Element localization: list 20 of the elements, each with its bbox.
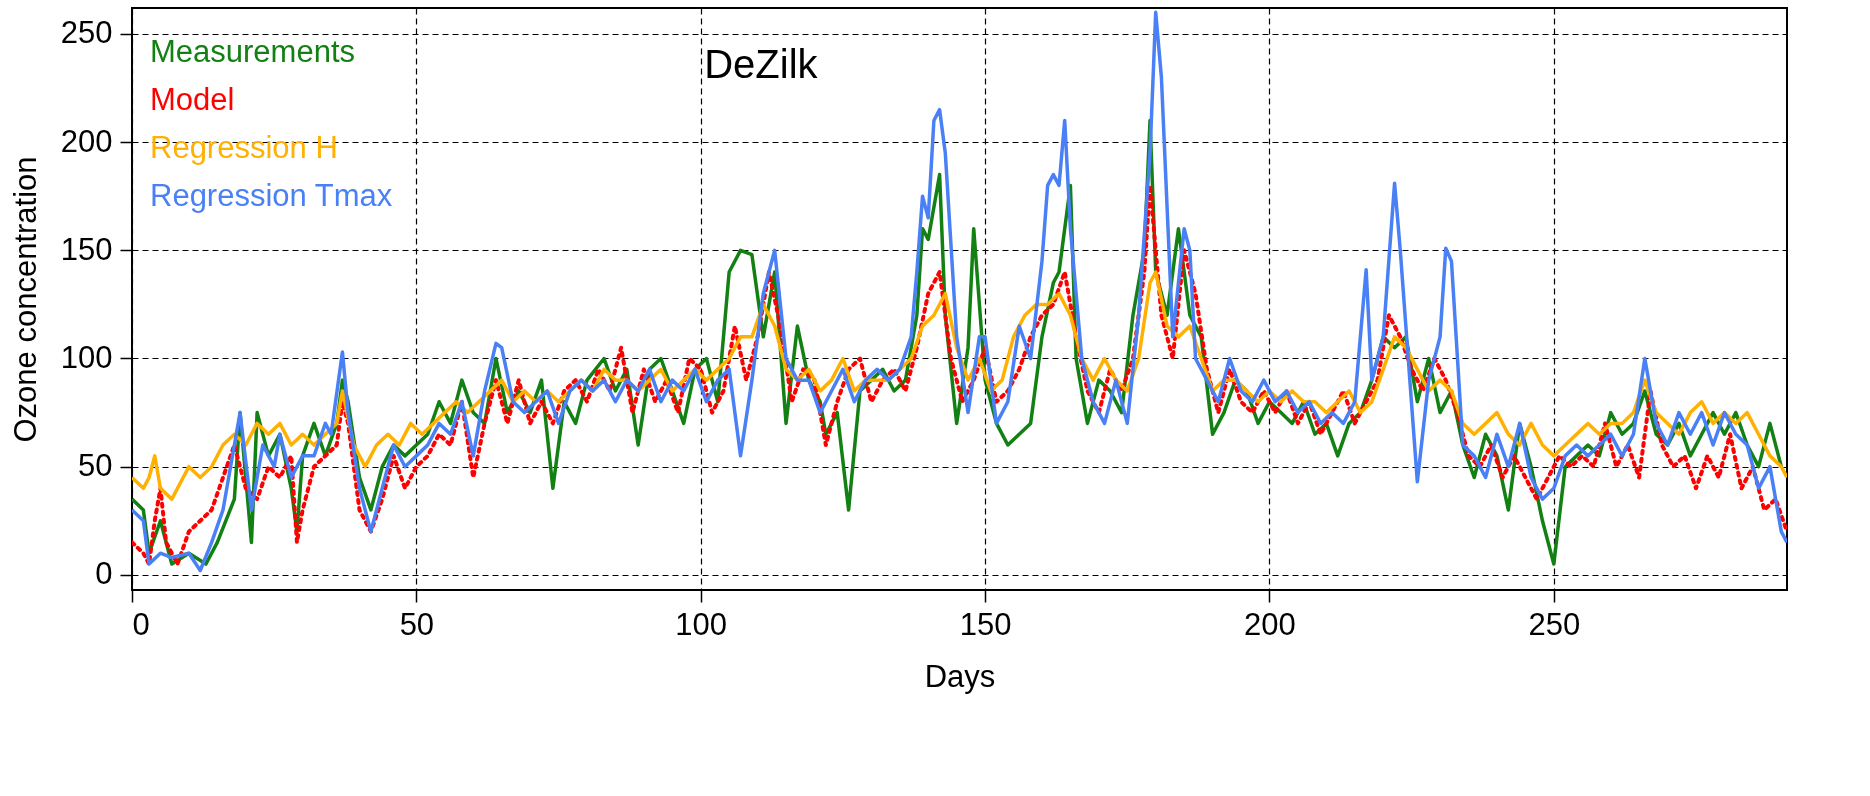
- x-tick-label: 0: [132, 606, 150, 642]
- y-axis-title: Ozone concentration: [7, 156, 43, 443]
- y-tick-label: 250: [60, 15, 113, 51]
- text: Measurements: [150, 34, 356, 69]
- x-tick-label: 50: [399, 606, 435, 642]
- y-tick-label: 200: [60, 123, 113, 159]
- text: Regression H: [150, 130, 338, 165]
- x-tick-label: 200: [1244, 606, 1296, 642]
- y-tick-label: 100: [60, 340, 113, 375]
- text: Model: [150, 82, 235, 117]
- y-tick-label: 150: [60, 231, 113, 267]
- x-tick-label: 100: [675, 606, 728, 642]
- x-tick-label: 150: [959, 606, 1012, 642]
- y-tick-label: 50: [78, 448, 113, 484]
- line-series: [132, 10, 1787, 573]
- x-axis-title: Days: [924, 658, 996, 694]
- text: DeZilk: [704, 42, 819, 86]
- text: Regression Tmax: [150, 178, 393, 213]
- x-tick-label: 250: [1528, 606, 1581, 642]
- y-tick-label: 0: [95, 556, 113, 592]
